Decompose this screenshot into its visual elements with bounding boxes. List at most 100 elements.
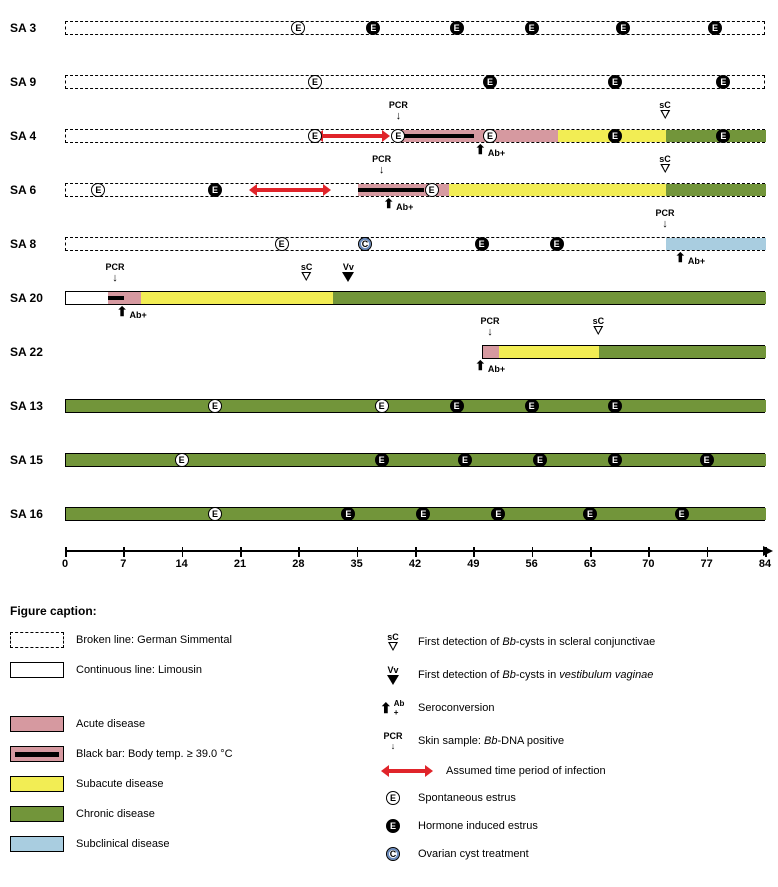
sc-detection-icon: sC (659, 154, 671, 173)
track-base (482, 345, 765, 359)
estrus-horm-icon: E (608, 75, 622, 89)
track-area: EEEEEPCR⬆Ab+sC (65, 118, 770, 154)
seroconversion-label: ⬆Ab+ (475, 142, 505, 158)
estrus-spont-icon: E (375, 399, 389, 413)
axis-tick-label: 7 (120, 558, 126, 570)
estrus-spont-icon: E (91, 183, 105, 197)
timeline-row: SA 8ECEEPCR⬆Ab+ (10, 226, 770, 262)
legend-label: First detection of Bb-cysts in vestibulu… (418, 669, 653, 681)
track-base (65, 183, 765, 197)
ovarian-cyst-icon: C (358, 237, 372, 251)
estrus-horm-icon: E (450, 21, 464, 35)
seroconversion-label: ⬆Ab+ (117, 304, 147, 320)
estrus-horm-icon: E (550, 237, 564, 251)
track-area: EEEPCR⬆Ab+sC (65, 172, 770, 208)
legend-label: Subacute disease (76, 778, 163, 790)
legend-swatch (10, 662, 64, 678)
legend-label: Continuous line: Limousin (76, 664, 202, 676)
track-area: EEEEE (65, 388, 770, 424)
legend-item: ESpontaneous estrus (380, 791, 655, 805)
estrus-spont-icon: E (425, 183, 439, 197)
estrus-horm-icon: E (208, 183, 222, 197)
axis-tick (182, 547, 184, 557)
estrus-horm-icon: E (341, 507, 355, 521)
row-label: SA 4 (10, 129, 65, 143)
estrus-horm-icon: E (608, 129, 622, 143)
track-base (65, 75, 765, 89)
segment-chronic (66, 454, 766, 466)
estrus-spont-icon: E (275, 237, 289, 251)
axis-tick (473, 547, 475, 557)
estrus-spont-icon: E (291, 21, 305, 35)
legend-swatch (10, 632, 64, 648)
row-label: SA 3 (10, 21, 65, 35)
legend-swatch (10, 746, 64, 762)
row-label: SA 22 (10, 345, 65, 359)
estrus-horm-icon: E (525, 21, 539, 35)
estrus-spont-icon: E (391, 129, 405, 143)
track-base (65, 21, 765, 35)
segment-subacute (141, 292, 333, 304)
pcr-icon: PCR↓ (380, 731, 406, 751)
axis-tick-label: 14 (176, 558, 188, 570)
legend-swatch (10, 806, 64, 822)
legend-label: Assumed time period of infection (446, 765, 606, 777)
sc-icon: sC (380, 632, 406, 651)
axis-tick-label: 49 (467, 558, 479, 570)
estrus-horm-icon: E (675, 507, 689, 521)
infection-period-arrow (257, 188, 324, 192)
pcr-label: PCR (480, 316, 499, 338)
track-area: PCR⬆Ab+sC (65, 334, 770, 370)
estrus-spont-icon: E (483, 129, 497, 143)
legend-label: Skin sample: Bb-DNA positive (418, 735, 564, 747)
estrus-horm-icon: E (608, 453, 622, 467)
estrus-spont-icon: E (308, 129, 322, 143)
estrus-spont-icon: E (208, 399, 222, 413)
axis-tick-label: 56 (526, 558, 538, 570)
legend-swatch (10, 836, 64, 852)
axis-tick (648, 547, 650, 557)
legend-label: Spontaneous estrus (418, 792, 516, 804)
track-area: PCR⬆Ab+sCVv (65, 280, 770, 316)
estrus-spont-icon: E (308, 75, 322, 89)
timeline-row: SA 20PCR⬆Ab+sCVv (10, 280, 770, 316)
timeline-row: SA 16EEEEEE (10, 496, 770, 532)
legend-label: Subclinical disease (76, 838, 170, 850)
legend-item: sCFirst detection of Bb-cysts in scleral… (380, 632, 655, 651)
legend-item: VvFirst detection of Bb-cysts in vestibu… (380, 665, 655, 685)
legend: Broken line: German Simmental Continuous … (10, 632, 768, 861)
row-label: SA 8 (10, 237, 65, 251)
legend-item: Broken line: German Simmental (10, 632, 380, 648)
row-label: SA 15 (10, 453, 65, 467)
track-area: EEEEEE (65, 442, 770, 478)
ovarian-cyst-icon: C (380, 847, 406, 861)
estrus-horm-icon: E (533, 453, 547, 467)
track-base (65, 507, 765, 521)
legend-item: Continuous line: Limousin (10, 662, 380, 678)
axis-tick-label: 21 (234, 558, 246, 570)
sc-detection-icon: sC (593, 316, 605, 335)
estrus-horm-icon: E (380, 819, 406, 833)
row-label: SA 16 (10, 507, 65, 521)
segment-subclinical (666, 238, 766, 250)
legend-swatch (10, 776, 64, 792)
track-base (65, 453, 765, 467)
timeline-row: SA 22PCR⬆Ab+sC (10, 334, 770, 370)
row-label: SA 9 (10, 75, 65, 89)
estrus-horm-icon: E (608, 399, 622, 413)
legend-item: Assumed time period of infection (380, 765, 655, 777)
estrus-horm-icon: E (616, 21, 630, 35)
estrus-horm-icon: E (708, 21, 722, 35)
axis-tick (765, 547, 767, 557)
legend-item: Acute disease (10, 716, 380, 732)
estrus-horm-icon: E (525, 399, 539, 413)
axis-tick (415, 547, 417, 557)
estrus-horm-icon: E (416, 507, 430, 521)
legend-item: Chronic disease (10, 806, 380, 822)
segment-black (108, 296, 125, 300)
seroconversion-label: ⬆Ab+ (383, 196, 413, 212)
legend-item: Subacute disease (10, 776, 380, 792)
estrus-horm-icon: E (458, 453, 472, 467)
legend-item: Subclinical disease (10, 836, 380, 852)
legend-label: Broken line: German Simmental (76, 634, 232, 646)
